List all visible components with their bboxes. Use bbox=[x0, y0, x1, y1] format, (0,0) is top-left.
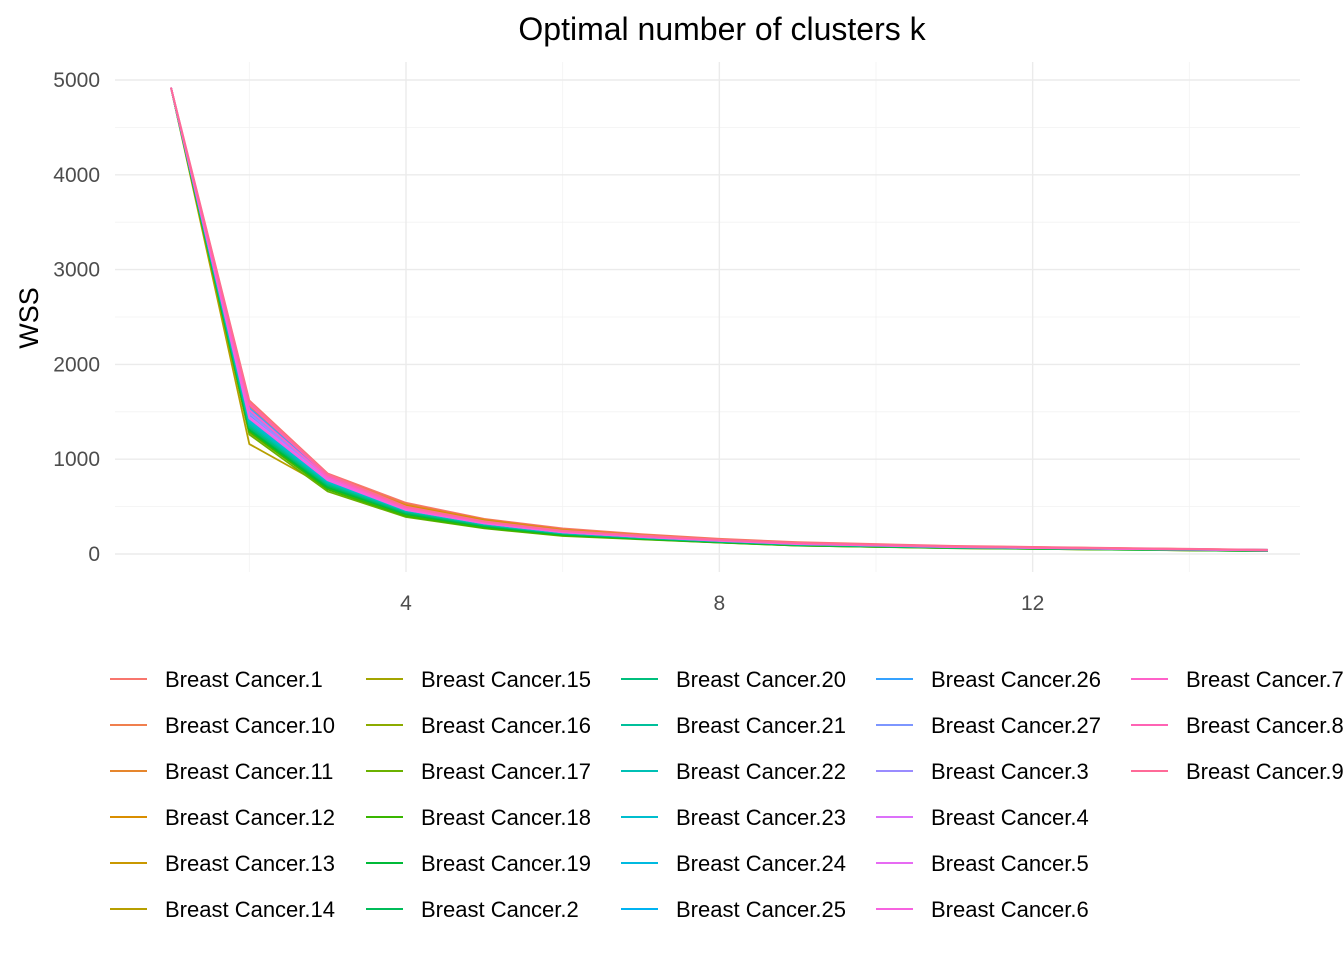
x-tick-label: 12 bbox=[1021, 592, 1044, 615]
legend-label: Breast Cancer.9 bbox=[1186, 759, 1344, 784]
legend-label: Breast Cancer.7 bbox=[1186, 667, 1344, 692]
grid bbox=[115, 62, 1300, 572]
series-line bbox=[170, 87, 1268, 551]
legend-label: Breast Cancer.11 bbox=[165, 759, 333, 784]
legend-label: Breast Cancer.20 bbox=[676, 667, 846, 692]
legend-label: Breast Cancer.19 bbox=[421, 851, 591, 876]
x-tick-label: 8 bbox=[713, 592, 725, 615]
y-tick-label: 5000 bbox=[53, 69, 100, 92]
axis-ticks: 0 1000 2000 3000 4000 5000 4 8 12 bbox=[53, 69, 1044, 615]
legend-label: Breast Cancer.14 bbox=[165, 897, 335, 922]
legend-label: Breast Cancer.24 bbox=[676, 851, 846, 876]
series-lines bbox=[170, 87, 1268, 553]
legend-label: Breast Cancer.27 bbox=[931, 713, 1101, 738]
legend-label: Breast Cancer.10 bbox=[165, 713, 335, 738]
chart-title: Optimal number of clusters k bbox=[518, 11, 926, 47]
y-tick-label: 4000 bbox=[53, 164, 100, 187]
y-axis-title: WSS bbox=[14, 287, 44, 349]
y-tick-label: 3000 bbox=[53, 259, 100, 282]
x-tick-label: 4 bbox=[400, 592, 412, 615]
y-tick-label: 0 bbox=[88, 543, 100, 566]
legend-label: Breast Cancer.26 bbox=[931, 667, 1101, 692]
legend-label: Breast Cancer.3 bbox=[931, 759, 1089, 784]
legend-label: Breast Cancer.21 bbox=[676, 713, 846, 738]
legend-label: Breast Cancer.22 bbox=[676, 759, 846, 784]
legend-label: Breast Cancer.25 bbox=[676, 897, 846, 922]
legend-label: Breast Cancer.2 bbox=[421, 897, 579, 922]
legend-label: Breast Cancer.8 bbox=[1186, 713, 1344, 738]
y-tick-label: 1000 bbox=[53, 448, 100, 471]
legend-label: Breast Cancer.6 bbox=[931, 897, 1089, 922]
legend: Breast Cancer.1 Breast Cancer.10 Breast Ca… bbox=[110, 667, 1344, 922]
legend-label: Breast Cancer.23 bbox=[676, 805, 846, 830]
legend-label: Breast Cancer.1 bbox=[165, 667, 323, 692]
legend-label: Breast Cancer.17 bbox=[421, 759, 591, 784]
legend-label: Breast Cancer.16 bbox=[421, 713, 591, 738]
legend-label: Breast Cancer.12 bbox=[165, 805, 335, 830]
legend-label: Breast Cancer.5 bbox=[931, 851, 1089, 876]
legend-label: Breast Cancer.13 bbox=[165, 851, 335, 876]
y-tick-label: 2000 bbox=[53, 353, 100, 376]
legend-label: Breast Cancer.15 bbox=[421, 667, 591, 692]
legend-label: Breast Cancer.4 bbox=[931, 805, 1089, 830]
legend-label: Breast Cancer.18 bbox=[421, 805, 591, 830]
